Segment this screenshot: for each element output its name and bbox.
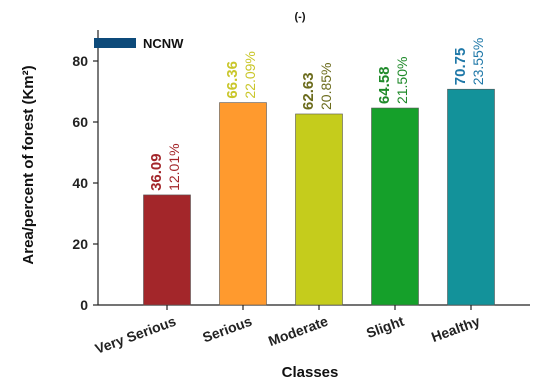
percent-label: 12.01% [166, 143, 182, 190]
y-axis-title: Area/percent of forest (Km²) [20, 65, 37, 264]
chart-title: (-) [295, 11, 306, 23]
x-category-label: Moderate [266, 313, 330, 349]
y-tick-label: 20 [72, 236, 88, 252]
bar [371, 107, 419, 306]
bar [447, 88, 495, 306]
x-category-label: Very Serious [93, 313, 178, 357]
legend-label: NCNW [143, 36, 184, 51]
percent-label: 22.09% [242, 51, 258, 98]
percent-label: 21.50% [394, 57, 410, 104]
legend: NCNW [94, 36, 184, 51]
y-tick-label: 0 [80, 297, 88, 313]
percent-label: 23.55% [470, 38, 486, 85]
legend-swatch [94, 38, 136, 48]
value-label: 36.09 [148, 153, 165, 191]
bar [295, 113, 343, 306]
bar [219, 102, 267, 306]
y-tick-label: 40 [72, 175, 88, 191]
x-axis-category-labels: Very Serious Serious Moderate Slight Healthy [93, 313, 482, 357]
y-tick-label: 60 [72, 114, 88, 130]
y-axis-ticks: 0 20 40 60 80 [72, 53, 98, 313]
bar [143, 194, 191, 306]
value-label: 64.58 [376, 66, 393, 104]
percent-label: 20.85% [318, 62, 334, 109]
bars-group: 36.09 12.01% 66.36 22.09% 62.63 20.85% 64.58 21… [143, 38, 495, 310]
x-axis-title: Classes [282, 364, 339, 381]
x-category-label: Serious [200, 313, 254, 346]
x-category-label: Healthy [429, 313, 482, 345]
value-label: 70.75 [452, 48, 469, 86]
y-tick-label: 80 [72, 53, 88, 69]
x-category-label: Slight [364, 313, 406, 341]
value-label: 66.36 [224, 61, 241, 99]
value-label: 62.63 [300, 72, 317, 110]
